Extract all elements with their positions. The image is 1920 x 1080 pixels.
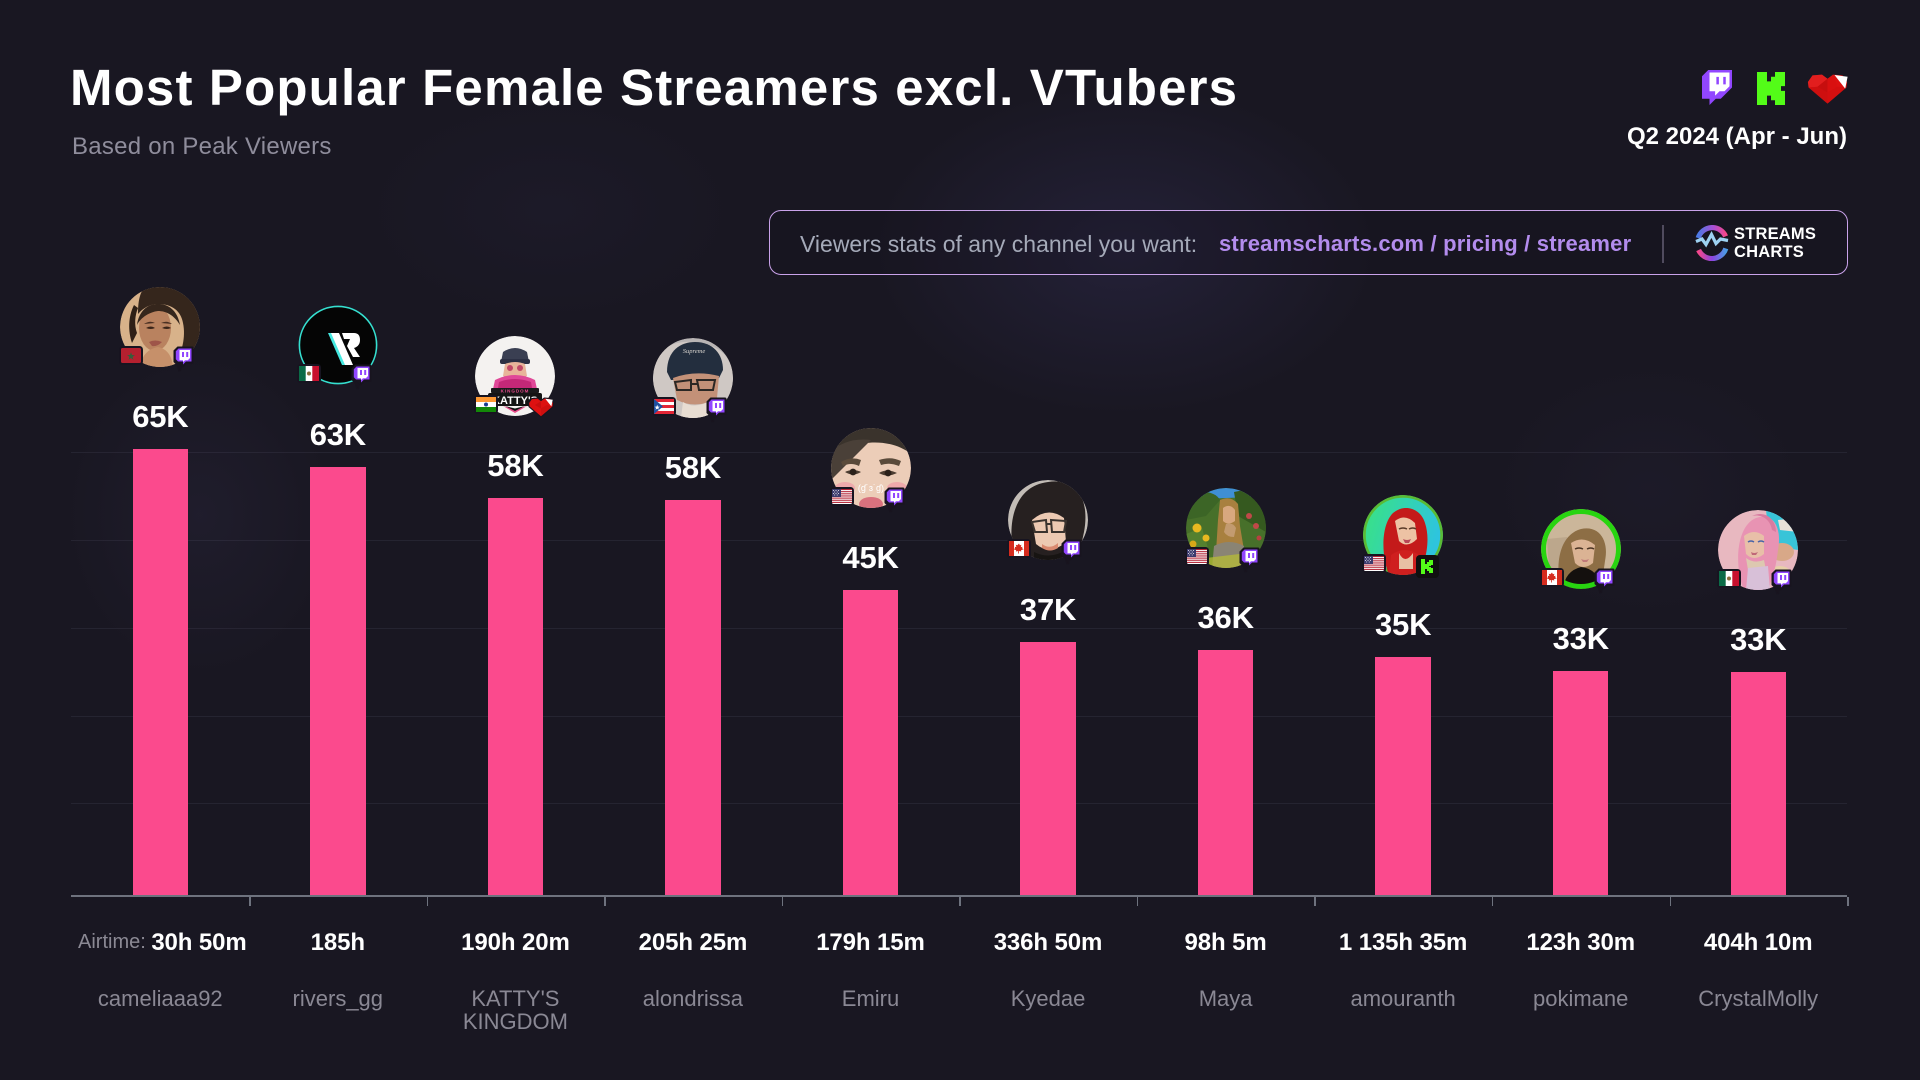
svg-text:(ɠ˙ɜ˙ɠ): (ɠ˙ɜ˙ɠ) <box>857 483 883 493</box>
svg-text:KATTY'S: KATTY'S <box>492 395 538 407</box>
svg-text:Supreme: Supreme <box>683 348 706 355</box>
svg-text:KINGDOM: KINGDOM <box>501 389 530 394</box>
